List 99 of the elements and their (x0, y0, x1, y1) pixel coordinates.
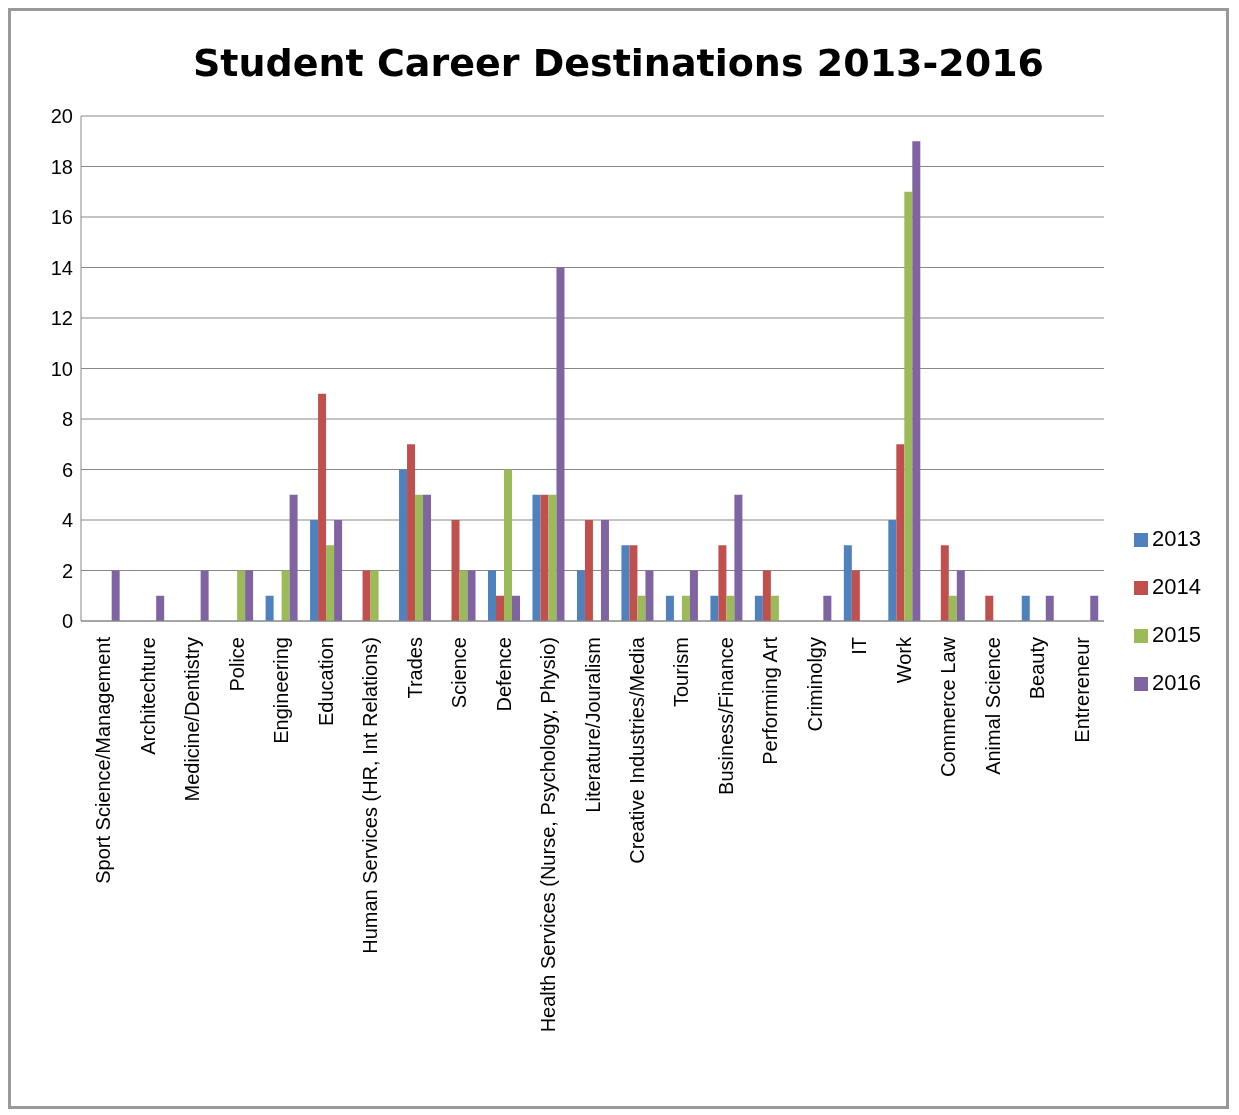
bar (637, 595, 646, 621)
bar (956, 570, 965, 621)
x-tick-label: Science (448, 637, 471, 709)
bar (621, 545, 630, 621)
x-tick-label: Trades (403, 637, 426, 699)
x-tick-label: Engineering (270, 637, 293, 744)
bar (754, 595, 763, 621)
bar (289, 494, 298, 621)
x-tick-label: Commerce Law (937, 636, 960, 778)
y-tick-label: 2 (61, 559, 73, 582)
x-tick-label: Medicine/Dentistry (181, 637, 204, 802)
x-tick-label: Education (314, 637, 337, 726)
x-tick-label: Tourism (670, 637, 693, 708)
x-tick-label: Business/Finance (714, 637, 737, 795)
y-tick-label: 16 (50, 206, 73, 229)
x-tick-label: Creative Industries/Media (626, 636, 648, 864)
x-tick-label: Performing Art (759, 636, 782, 765)
bar (237, 570, 246, 621)
bar (310, 520, 319, 621)
y-tick-label: 4 (61, 509, 73, 532)
bar (823, 595, 832, 621)
bar (912, 141, 921, 621)
bar (532, 494, 541, 621)
bar (896, 444, 905, 621)
bar (540, 494, 549, 621)
legend-label: 2015 (1152, 622, 1201, 647)
bar (370, 570, 379, 621)
bar (265, 595, 274, 621)
bar (503, 469, 512, 621)
bar (156, 595, 165, 621)
bar (111, 570, 120, 621)
x-tick-label: IT (848, 637, 871, 655)
bar (415, 494, 424, 621)
bar (985, 595, 994, 621)
bar (556, 267, 565, 621)
bar (467, 570, 476, 621)
bar (495, 595, 504, 621)
x-tick-label: Animal Science (981, 637, 1004, 775)
bar (407, 444, 416, 621)
bar (940, 545, 949, 621)
y-tick-label: 6 (61, 458, 73, 481)
x-tick-label: Literature/Jouralism (581, 637, 604, 813)
bar (665, 595, 674, 621)
bar (200, 570, 209, 621)
bar (600, 520, 609, 621)
bar (718, 545, 727, 621)
bar (629, 545, 638, 621)
legend-label: 2013 (1152, 526, 1201, 551)
y-tick-label: 14 (50, 256, 73, 279)
bar (948, 595, 957, 621)
bar (851, 570, 860, 621)
bar (710, 595, 719, 621)
bar (888, 520, 897, 621)
bar (281, 570, 290, 621)
bar (487, 570, 496, 621)
bar (734, 494, 743, 621)
bar (511, 595, 520, 621)
bar (762, 570, 771, 621)
bar (584, 520, 593, 621)
bar (318, 393, 327, 621)
bar (245, 570, 254, 621)
bar (1090, 595, 1099, 621)
y-tick-label: 0 (61, 610, 73, 633)
bar (399, 469, 408, 621)
chart-title: Student Career Destinations 2013-2016 (191, 40, 1046, 87)
y-tick-label: 10 (50, 357, 73, 380)
x-tick-label: Criminolgy (803, 637, 826, 732)
x-tick-label: Defence (492, 637, 515, 712)
x-tick-label: Police (225, 637, 248, 692)
legend-label: 2014 (1152, 574, 1201, 599)
bar (726, 595, 735, 621)
bar (326, 545, 335, 621)
x-tick-label: Sport Science/Management (92, 636, 115, 884)
bar (770, 595, 779, 621)
y-tick-label: 12 (50, 307, 73, 330)
bar (1021, 595, 1030, 621)
bar (1045, 595, 1054, 621)
x-tick-label: Work (892, 636, 915, 684)
y-tick-label: 18 (50, 155, 73, 178)
x-tick-label: Human Services (HR, Int Relations) (359, 637, 382, 954)
y-tick-label: 8 (61, 408, 73, 431)
x-tick-label: Architechture (136, 637, 159, 755)
x-tick-label: Entrereneur (1070, 636, 1093, 743)
legend-label: 2016 (1152, 670, 1201, 695)
bar (334, 520, 343, 621)
bar (423, 494, 432, 621)
bar (459, 570, 468, 621)
x-tick-label: Health Services (Nurse, Psychology, Physio) (537, 637, 560, 1033)
y-tick-label: 20 (50, 105, 73, 128)
bar (689, 570, 698, 621)
bar (681, 595, 690, 621)
x-tick-label: Beauty (1026, 637, 1049, 700)
bar (576, 570, 585, 621)
bar (843, 545, 852, 621)
bar (548, 494, 557, 621)
bar (904, 191, 913, 621)
bar (451, 520, 460, 621)
bar (362, 570, 371, 621)
bar (645, 570, 654, 621)
